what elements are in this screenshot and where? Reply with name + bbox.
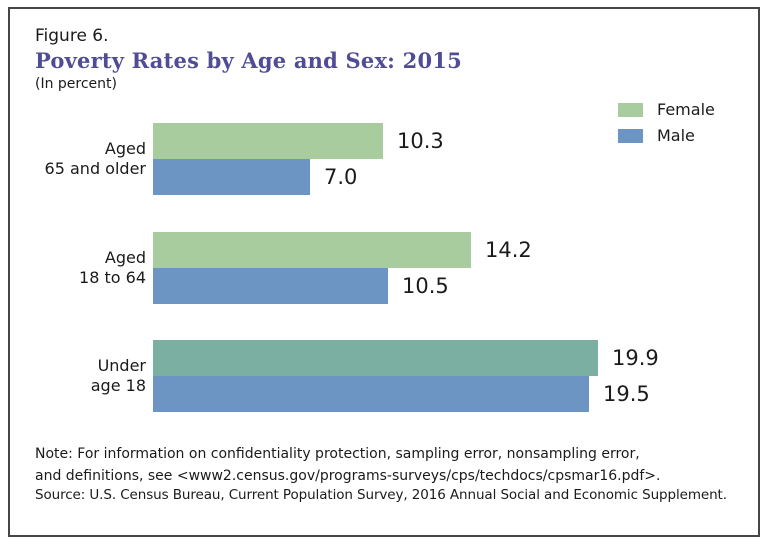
note-line-2: and definitions, see <www2.census.gov/pr… xyxy=(35,468,661,484)
bar-female-aged-18-to-64 xyxy=(153,232,471,268)
source-text: Source: U.S. Census Bureau, Current Popu… xyxy=(35,487,727,503)
legend-row-female: Female xyxy=(618,99,715,119)
value-label-male-aged-18-to-64: 10.5 xyxy=(402,274,449,298)
bar-male-aged-18-to-64 xyxy=(153,268,388,304)
category-label-aged-65-and-older: Aged 65 and older xyxy=(44,139,146,178)
legend-label-male: Male xyxy=(657,125,695,145)
value-label-female-aged-18-to-64: 14.2 xyxy=(485,238,532,262)
note-text: Note: For information on confidentiality… xyxy=(35,443,661,487)
value-label-female-aged-65-and-older: 10.3 xyxy=(397,129,444,153)
figure-title: Poverty Rates by Age and Sex: 2015 xyxy=(35,48,462,73)
value-label-male-under-age-18: 19.5 xyxy=(603,382,650,406)
value-label-female-under-age-18: 19.9 xyxy=(612,346,659,370)
category-label-aged-18-to-64: Aged 18 to 64 xyxy=(79,248,146,287)
bar-female-under-age-18 xyxy=(153,340,598,376)
female-swatch-icon xyxy=(618,102,643,117)
value-label-male-aged-65-and-older: 7.0 xyxy=(324,165,358,189)
note-line-1: Note: For information on confidentiality… xyxy=(35,446,640,462)
legend-label-female: Female xyxy=(657,99,715,119)
male-swatch-icon xyxy=(618,128,643,143)
legend: Female Male xyxy=(618,99,715,154)
bar-female-aged-65-and-older xyxy=(153,123,383,159)
bar-male-aged-65-and-older xyxy=(153,159,310,195)
category-label-under-age-18: Under age 18 xyxy=(90,356,146,395)
legend-row-male: Male xyxy=(618,125,715,145)
figure-subtitle: (In percent) xyxy=(35,76,117,92)
figure-number: Figure 6. xyxy=(35,26,109,46)
bar-male-under-age-18 xyxy=(153,376,589,412)
